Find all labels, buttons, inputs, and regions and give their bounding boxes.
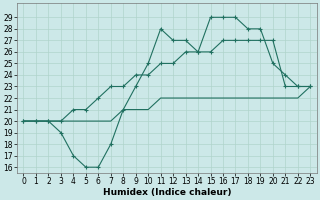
X-axis label: Humidex (Indice chaleur): Humidex (Indice chaleur) (103, 188, 231, 197)
